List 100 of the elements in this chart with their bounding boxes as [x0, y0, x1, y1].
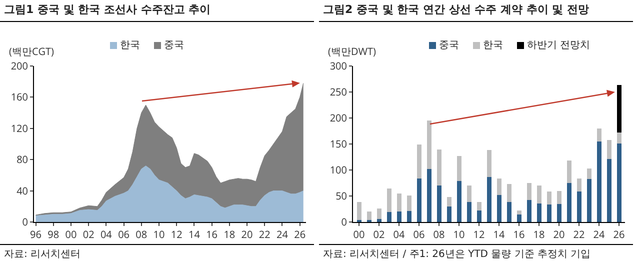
bar [486, 176, 492, 222]
bar [416, 178, 422, 222]
x-tick-label: 24 [593, 227, 605, 241]
x-tick-label: 22 [258, 227, 271, 241]
bar [476, 210, 482, 222]
bar [586, 168, 592, 179]
y-tick-label: 120 [10, 120, 28, 135]
bar [446, 206, 452, 222]
bar [596, 128, 602, 142]
bar [496, 194, 502, 222]
text: 자료: 리서치센터 / 주1: 26년은 YTD 물량 기준 추정치 기입 [319, 244, 633, 263]
chart-title: 그림2 중국 및 한국 연간 상선 수주 계약 추이 및 전망 [319, 0, 633, 22]
x-tick-label: 00 [65, 227, 77, 241]
bar [616, 132, 622, 144]
x-tick-label: 12 [170, 227, 183, 241]
y-tick-label: 200 [10, 58, 28, 72]
y-tick-label: 150 [330, 136, 348, 150]
x-tick-label: 06 [413, 227, 425, 241]
y-tick-label: 50 [336, 188, 348, 202]
x-tick-label: 24 [276, 227, 288, 241]
bar [576, 191, 582, 222]
bar [536, 186, 542, 204]
bar [466, 202, 472, 222]
x-tick-label: 10 [153, 227, 165, 241]
bar [606, 159, 612, 222]
x-tick-label: 16 [513, 227, 525, 241]
y-axis-title: (백만CGT) [9, 44, 54, 58]
bar [426, 168, 432, 222]
x-tick-label: 04 [393, 227, 405, 241]
x-tick-label: 02 [373, 227, 385, 241]
bar [446, 197, 452, 206]
x-tick-label: 00 [353, 227, 365, 241]
bar [596, 141, 602, 222]
x-tick-label: 18 [533, 227, 545, 241]
text: 자료: 리서치센터 [0, 244, 314, 263]
bar [406, 211, 412, 222]
x-tick-label: 08 [136, 227, 148, 241]
bar [416, 144, 422, 178]
bar [396, 212, 402, 222]
bar [436, 150, 442, 186]
bar [576, 178, 582, 192]
y-tick-label: 40 [16, 183, 28, 198]
bar [556, 190, 562, 204]
bar [516, 210, 522, 215]
x-tick-label: 20 [241, 227, 254, 241]
x-tick-label: 14 [493, 227, 505, 241]
legend-label: 중국 [439, 39, 459, 52]
x-tick-label: 14 [188, 227, 200, 241]
bar [516, 214, 522, 222]
y-tick-label: 160 [10, 90, 28, 104]
x-tick-label: 02 [82, 227, 95, 241]
bar [616, 143, 622, 222]
x-tick-label: 06 [118, 227, 130, 241]
legend-label: 한국 [483, 39, 503, 52]
bar [426, 120, 432, 169]
y-tick-label: 250 [330, 84, 348, 98]
bar [506, 184, 512, 202]
bar [536, 203, 542, 222]
x-tick-label: 12 [473, 227, 485, 241]
bar [386, 212, 392, 222]
bar [376, 208, 382, 219]
x-tick-label: 10 [453, 227, 465, 241]
y-axis-title: (백만DWT) [328, 44, 376, 58]
bar [566, 183, 572, 222]
bar [606, 140, 612, 160]
bar [546, 204, 552, 222]
y-tick-label: 0 [22, 214, 28, 228]
y-tick-label: 0 [341, 214, 348, 228]
x-tick-label: 22 [573, 227, 585, 241]
x-tick-label: 26 [613, 227, 625, 241]
bar [546, 191, 552, 204]
x-tick-label: 04 [100, 227, 112, 241]
x-tick-label: 96 [30, 227, 42, 241]
bar [396, 193, 402, 212]
bar [526, 200, 532, 222]
bar [486, 150, 492, 177]
bar [376, 218, 382, 222]
x-tick-label: 08 [433, 227, 445, 241]
bar [476, 202, 482, 211]
legend-label: 한국 [120, 39, 140, 52]
bar [356, 202, 362, 220]
bar [556, 204, 562, 222]
x-tick-label: 18 [224, 227, 236, 241]
bar [526, 183, 532, 200]
y-tick-label: 200 [330, 110, 348, 124]
bar [506, 202, 512, 222]
x-tick-label: 16 [206, 227, 218, 241]
x-tick-label: 20 [553, 227, 565, 241]
y-tick-label: 80 [16, 152, 28, 166]
bar [456, 180, 462, 222]
bar [456, 156, 462, 181]
bar [586, 178, 592, 222]
bar [616, 85, 622, 133]
bar [386, 188, 392, 212]
y-tick-label: 100 [330, 162, 348, 176]
bar [566, 160, 572, 183]
bar [406, 195, 412, 212]
legend-label: 하반기 전망치 [527, 39, 590, 52]
x-tick-label: 26 [294, 227, 306, 241]
chart-title: 그림1 중국 및 한국 조선사 수주잔고 추이 [0, 0, 314, 22]
